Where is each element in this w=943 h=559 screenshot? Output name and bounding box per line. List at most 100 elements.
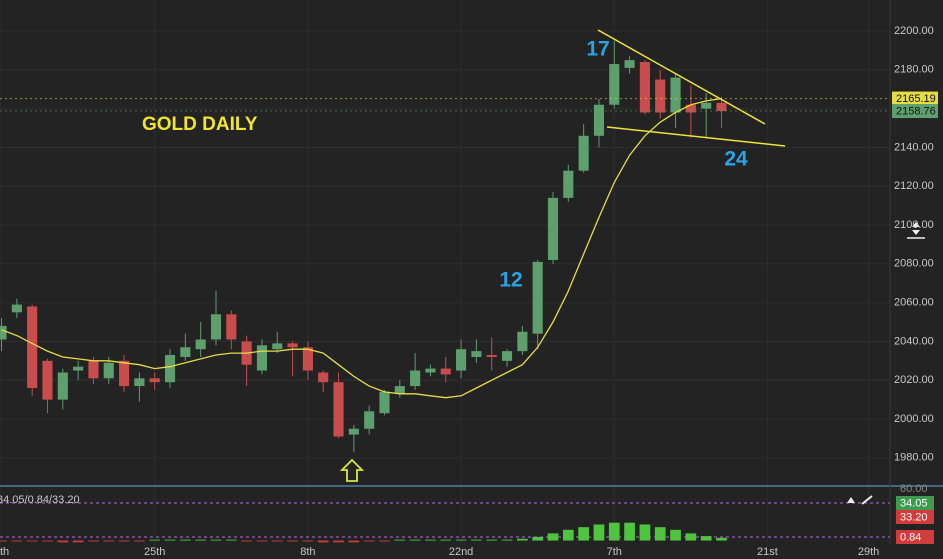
y-tick-label: 2000.00 — [894, 413, 934, 425]
plot-area — [0, 40, 727, 453]
y-tick-label: 2120.00 — [894, 180, 934, 192]
candle-body — [272, 343, 283, 350]
candle-body — [593, 104, 605, 136]
histogram-bar — [0, 540, 7, 542]
histogram-bar — [42, 540, 53, 542]
histogram-bar — [593, 524, 605, 541]
candle-body — [379, 391, 390, 414]
x-tick-label: 22nd — [449, 546, 473, 558]
histogram-bar — [317, 540, 329, 543]
histogram-bar — [195, 539, 207, 541]
indicator-tag — [896, 510, 934, 524]
histogram-bar — [149, 539, 161, 541]
candle-body — [701, 102, 712, 109]
candle-body — [318, 372, 329, 383]
candle-body — [180, 347, 191, 357]
x-tick-label: th — [0, 546, 9, 558]
icon — [861, 495, 873, 505]
icon — [912, 222, 920, 235]
candle-body — [670, 77, 681, 113]
price-tag-label: 2165.19 — [896, 93, 936, 105]
histogram-bar — [379, 540, 390, 542]
candle-body — [716, 102, 727, 112]
histogram-bar — [409, 539, 421, 541]
histogram-bar — [394, 539, 406, 541]
histogram-bar — [547, 533, 559, 541]
up-arrow — [339, 458, 365, 482]
candle-body — [547, 197, 559, 260]
histogram-bar — [134, 540, 145, 542]
indicator-tag — [896, 496, 934, 510]
icon-bg — [906, 218, 926, 240]
histogram-bar — [256, 540, 268, 542]
histogram-bar — [363, 540, 375, 542]
trendline-upper — [597, 29, 766, 125]
histogram-bar — [654, 527, 666, 541]
candle-body — [256, 345, 267, 371]
y-tick-label: 2180.00 — [894, 64, 934, 76]
histogram-bar — [425, 539, 436, 541]
histogram-bar — [532, 536, 544, 541]
indicator-tag-label: 34.05 — [900, 497, 928, 509]
histogram-bar — [26, 540, 38, 542]
histogram-bar — [164, 539, 176, 541]
histogram-bar — [287, 540, 298, 542]
indicator-tag-label: 0.84 — [900, 531, 921, 543]
x-tick-label: 21st — [757, 546, 778, 558]
price-tag — [892, 104, 938, 119]
candle-body — [195, 339, 206, 350]
x-tick-label: 8th — [300, 546, 315, 558]
x-tick-label: 7th — [607, 546, 622, 558]
histogram-bar — [179, 539, 191, 541]
candle-body — [501, 351, 513, 361]
candle-body — [57, 372, 68, 400]
candle-body — [364, 411, 375, 429]
histogram-bar — [103, 540, 115, 542]
candle-body — [517, 331, 528, 352]
histogram-bar — [57, 540, 69, 543]
scale-icon[interactable] — [906, 218, 926, 240]
histogram-bar — [516, 538, 528, 541]
histogram-bar — [670, 529, 681, 541]
histogram-bar — [486, 539, 498, 541]
histogram-bar — [685, 533, 697, 541]
histogram-bar — [88, 540, 99, 542]
indicator-label: 34.05/0.84/33.20 — [0, 494, 80, 506]
histogram-bar — [271, 540, 283, 542]
histogram-bar — [72, 540, 84, 543]
expand-icon[interactable] — [847, 495, 873, 505]
candle-body — [11, 304, 22, 313]
candle-body — [210, 314, 222, 340]
histogram-bar — [471, 539, 482, 541]
candle-body — [119, 360, 130, 387]
candle-body — [440, 368, 451, 375]
price-tag — [892, 91, 938, 106]
y-tick-label: 2100.00 — [894, 219, 934, 231]
price-tag-label: 2158.76 — [896, 105, 936, 117]
histogram-bar — [241, 540, 252, 542]
candle-body — [149, 378, 160, 383]
candle-body — [42, 360, 53, 400]
candle-body — [88, 360, 99, 379]
candle-body — [27, 306, 38, 388]
candle-body — [134, 378, 145, 387]
candle-body — [394, 386, 405, 394]
annotation: 24 — [724, 148, 748, 171]
y-tick-label: 1980.00 — [894, 452, 934, 464]
y-tick-label: 2200.00 — [894, 25, 934, 37]
annotation: 12 — [499, 269, 522, 292]
grid — [0, 0, 890, 545]
indicator-panel — [0, 522, 727, 543]
candle-body — [73, 366, 84, 371]
candle-body — [486, 355, 497, 357]
histogram-bar — [716, 537, 727, 541]
indicator-tag — [896, 530, 934, 544]
histogram-bar — [118, 540, 130, 542]
chart-title: GOLD DAILY — [142, 114, 258, 135]
candle-body — [685, 104, 696, 113]
histogram-bar — [348, 540, 360, 543]
candle-body — [655, 79, 666, 113]
histogram-bar — [501, 539, 513, 541]
trendline-lower — [606, 126, 786, 147]
